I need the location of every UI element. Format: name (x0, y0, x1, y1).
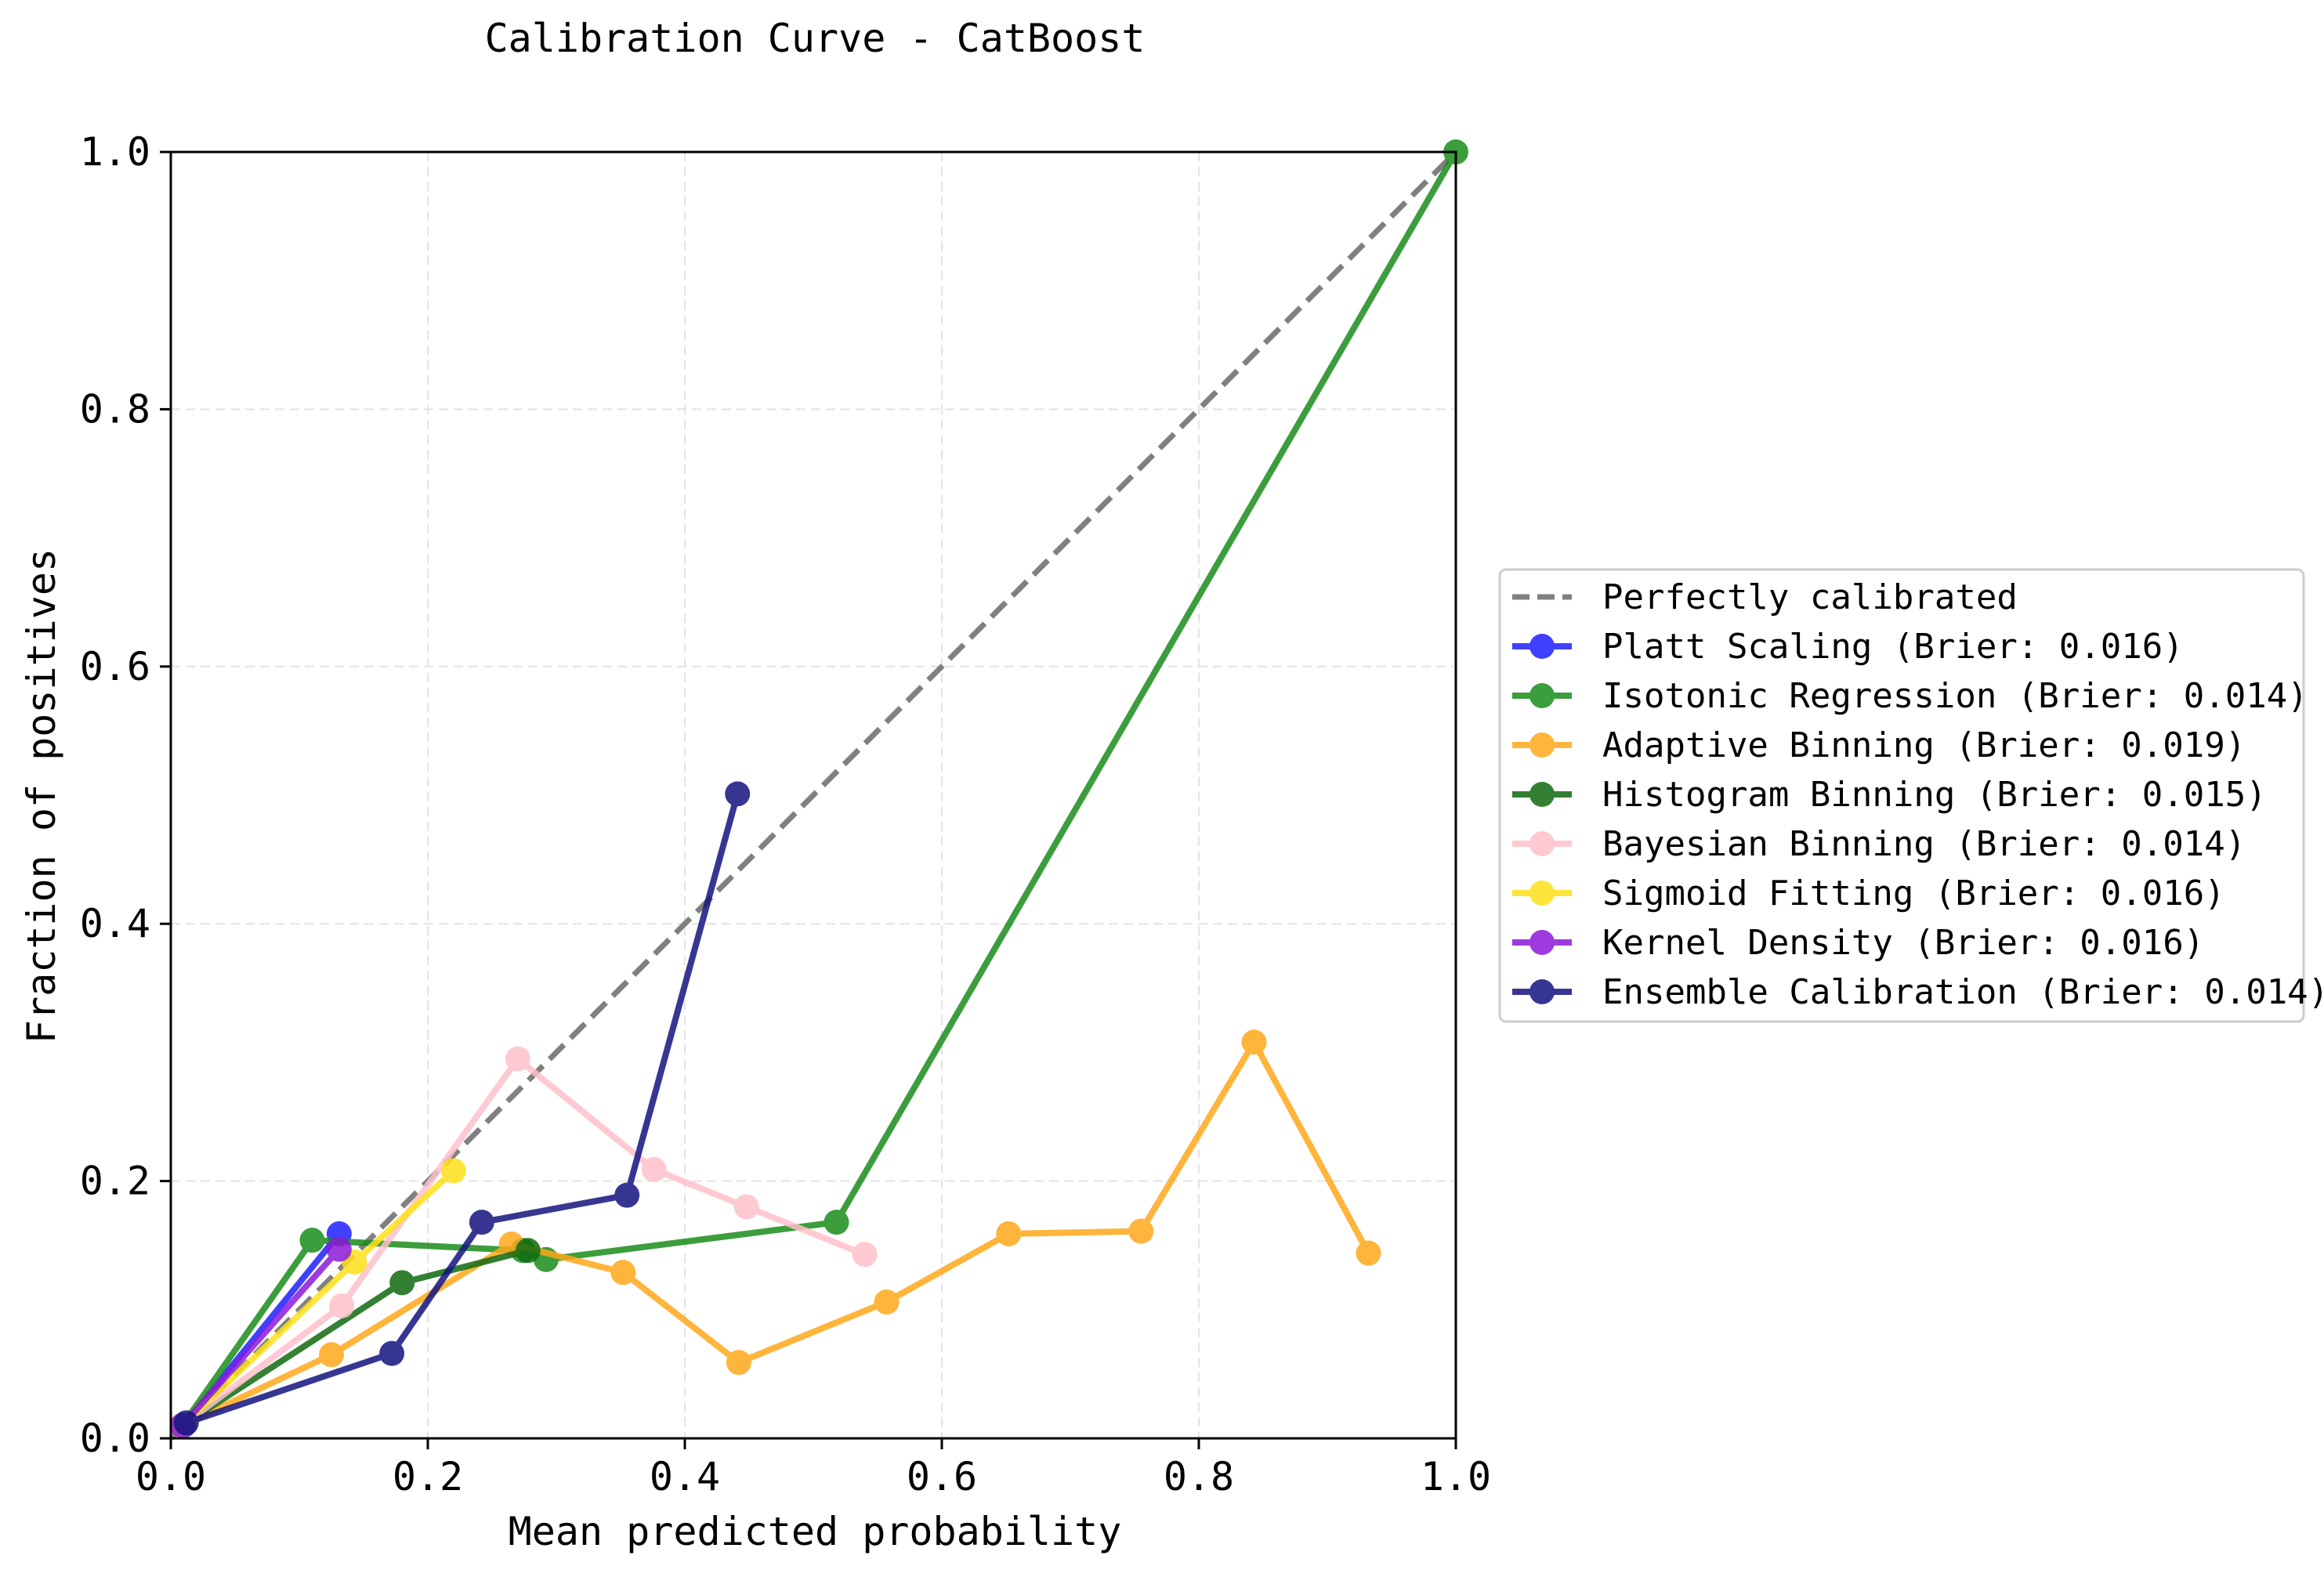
legend-swatch-7 (1512, 979, 1572, 1004)
y-tick-label-5: 1.0 (80, 129, 150, 175)
legend-label-7: Ensemble Calibration (Brier: 0.014) (1602, 972, 2324, 1012)
legend-swatch-marker-2 (1529, 732, 1555, 758)
legend-label-5: Sigmoid Fitting (Brier: 0.016) (1602, 873, 2225, 913)
x-tick-label-5: 1.0 (1421, 1454, 1491, 1499)
series-2-point-6 (996, 1221, 1022, 1246)
reference-line (168, 150, 1458, 1441)
chart-title: Calibration Curve - CatBoost (485, 16, 1146, 61)
legend-box (1498, 568, 2305, 1023)
series-4 (169, 1046, 878, 1438)
legend-item-1: Isotonic Regression (Brier: 0.014) (1512, 676, 2308, 716)
legend-swatch-6 (1512, 930, 1572, 955)
legend-swatch-marker-0 (1529, 634, 1555, 659)
series-7-point-4 (725, 781, 751, 807)
x-tick-label-4: 0.8 (1164, 1454, 1234, 1499)
legend-swatch-5 (1512, 881, 1572, 906)
legend-item-5: Sigmoid Fitting (Brier: 0.016) (1512, 873, 2225, 913)
legend-item-3: Histogram Binning (Brier: 0.015) (1512, 775, 2267, 815)
legend-item-reference: Perfectly calibrated (1512, 577, 2018, 617)
series-2-point-9 (1356, 1240, 1381, 1266)
legend-label-6: Kernel Density (Brier: 0.016) (1602, 923, 2204, 963)
legend-label-reference: Perfectly calibrated (1602, 577, 2018, 617)
series-2-point-3 (610, 1260, 636, 1286)
y-tick-label-2: 0.4 (80, 901, 150, 946)
legend-label-4: Bayesian Binning (Brier: 0.014) (1602, 824, 2246, 864)
legend-swatch-marker-7 (1529, 979, 1555, 1004)
series-line-4 (179, 1055, 868, 1429)
reference-line-layer (168, 150, 1458, 1441)
legend-swatch-marker-3 (1529, 782, 1555, 807)
legend-swatch-0 (1512, 634, 1572, 659)
legend-item-6: Kernel Density (Brier: 0.016) (1512, 923, 2204, 963)
axis-ticks: 0.0 0.2 0.4 0.6 0.8 1.0 0.0 0.2 0.4 0.6 0.8 1.0 (80, 129, 1491, 1499)
legend-label-0: Platt Scaling (Brier: 0.016) (1602, 627, 2184, 667)
legend-swatch-2 (1512, 732, 1572, 758)
series-7 (173, 781, 751, 1436)
series-layer (169, 139, 1468, 1438)
legend-item-4: Bayesian Binning (Brier: 0.014) (1512, 824, 2246, 864)
legend-swatch-marker-5 (1529, 881, 1555, 906)
series-7-point-3 (614, 1182, 640, 1208)
y-axis-label: Fraction of positives (19, 548, 64, 1043)
legend-label-2: Adaptive Binning (Brier: 0.019) (1602, 725, 2246, 765)
legend-swatch-4 (1512, 831, 1572, 856)
legend-label-1: Isotonic Regression (Brier: 0.014) (1602, 676, 2308, 716)
series-2-point-5 (874, 1289, 900, 1315)
legend-item-0: Platt Scaling (Brier: 0.016) (1512, 627, 2184, 667)
x-tick-label-1: 0.2 (393, 1454, 463, 1499)
legend-swatch-1 (1512, 683, 1572, 708)
series-5-point-2 (440, 1158, 466, 1184)
series-1-point-4 (824, 1210, 849, 1235)
series-2-point-1 (319, 1342, 344, 1368)
legend-swatch-marker-6 (1529, 930, 1555, 955)
series-4-point-2 (505, 1046, 530, 1072)
series-2-point-4 (726, 1350, 751, 1376)
series-line-2 (179, 1039, 1372, 1429)
y-tick-label-3: 0.6 (80, 644, 150, 689)
series-3-point-1 (389, 1270, 415, 1296)
legend-items: Perfectly calibrated Platt Scaling (Brier… (1512, 577, 2324, 1012)
series-2-point-8 (1241, 1029, 1267, 1055)
legend-item-7: Ensemble Calibration (Brier: 0.014) (1512, 972, 2324, 1012)
x-axis-label: Mean predicted probability (509, 1509, 1122, 1554)
legend-swatch-marker-4 (1529, 831, 1555, 856)
series-4-point-3 (641, 1156, 667, 1182)
x-tick-label-2: 0.4 (650, 1454, 720, 1499)
series-3-point-2 (515, 1238, 541, 1264)
series-7-point-1 (379, 1340, 405, 1366)
y-tick-label-0: 0.0 (80, 1416, 150, 1461)
legend: Perfectly calibrated Platt Scaling (Brier… (1498, 568, 2324, 1023)
legend-item-2: Adaptive Binning (Brier: 0.019) (1512, 725, 2246, 765)
plot-frame (169, 150, 1457, 1440)
series-2-point-7 (1128, 1218, 1154, 1244)
x-tick-label-3: 0.6 (907, 1454, 977, 1499)
legend-label-3: Histogram Binning (Brier: 0.015) (1602, 775, 2267, 815)
series-4-point-1 (329, 1293, 355, 1318)
series-6-point-1 (326, 1236, 352, 1262)
series-7-point-0 (173, 1410, 199, 1436)
y-tick-label-1: 0.2 (80, 1159, 150, 1204)
legend-swatch-marker-1 (1529, 683, 1555, 708)
series-4-point-5 (852, 1242, 878, 1268)
series-line-6 (179, 1246, 342, 1429)
x-tick-label-0: 0.0 (136, 1454, 206, 1499)
series-4-point-4 (733, 1194, 759, 1220)
series-7-point-2 (469, 1210, 494, 1235)
legend-swatch-3 (1512, 782, 1572, 807)
series-1-point-1 (299, 1228, 325, 1253)
y-tick-label-4: 0.8 (80, 386, 150, 432)
